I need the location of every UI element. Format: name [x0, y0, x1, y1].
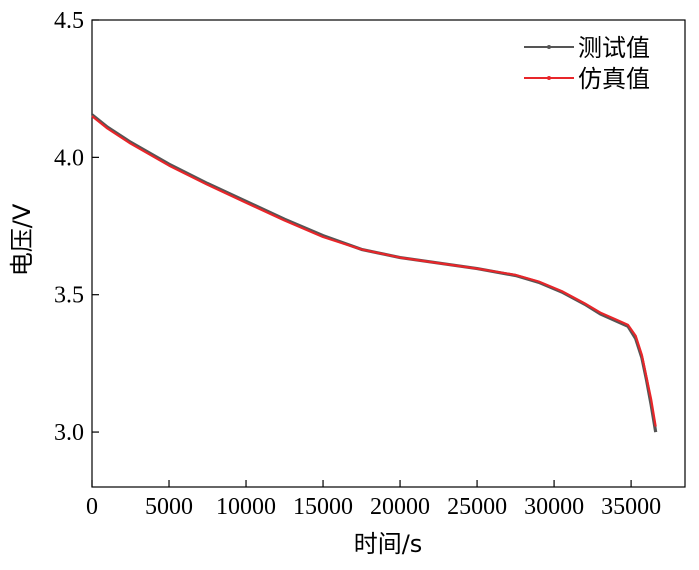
x-axis-ticks: 0 5000 10000 15000 20000 25000 30000 35000 — [86, 480, 661, 520]
series-line-1 — [91, 113, 658, 433]
y-tick-label: 4.5 — [54, 8, 84, 34]
legend-label-2: 仿真值 — [578, 65, 650, 93]
y-axis-ticks: 3.0 3.5 4.0 4.5 — [54, 8, 99, 446]
series-line-2 — [91, 115, 657, 427]
y-axis-title: 电压/V — [8, 203, 36, 276]
legend-marker-2 — [547, 76, 551, 80]
x-tick-label: 5000 — [145, 494, 193, 520]
y-tick-label: 4.0 — [54, 145, 84, 171]
x-tick-label: 10000 — [216, 494, 276, 520]
plot-area-frame — [91, 19, 686, 488]
x-tick-label: 0 — [86, 494, 98, 520]
x-tick-label: 30000 — [524, 494, 584, 520]
x-tick-label: 25000 — [447, 494, 507, 520]
x-tick-label: 20000 — [370, 494, 430, 520]
legend-label-1: 测试值 — [578, 34, 650, 62]
y-tick-label: 3.0 — [54, 420, 84, 446]
series-layer — [91, 113, 658, 433]
y-tick-label: 3.5 — [54, 283, 84, 309]
x-axis-title: 时间/s — [354, 530, 423, 558]
x-tick-label: 35000 — [601, 494, 661, 520]
legend-marker-1 — [547, 45, 551, 49]
x-tick-label: 15000 — [293, 494, 353, 520]
